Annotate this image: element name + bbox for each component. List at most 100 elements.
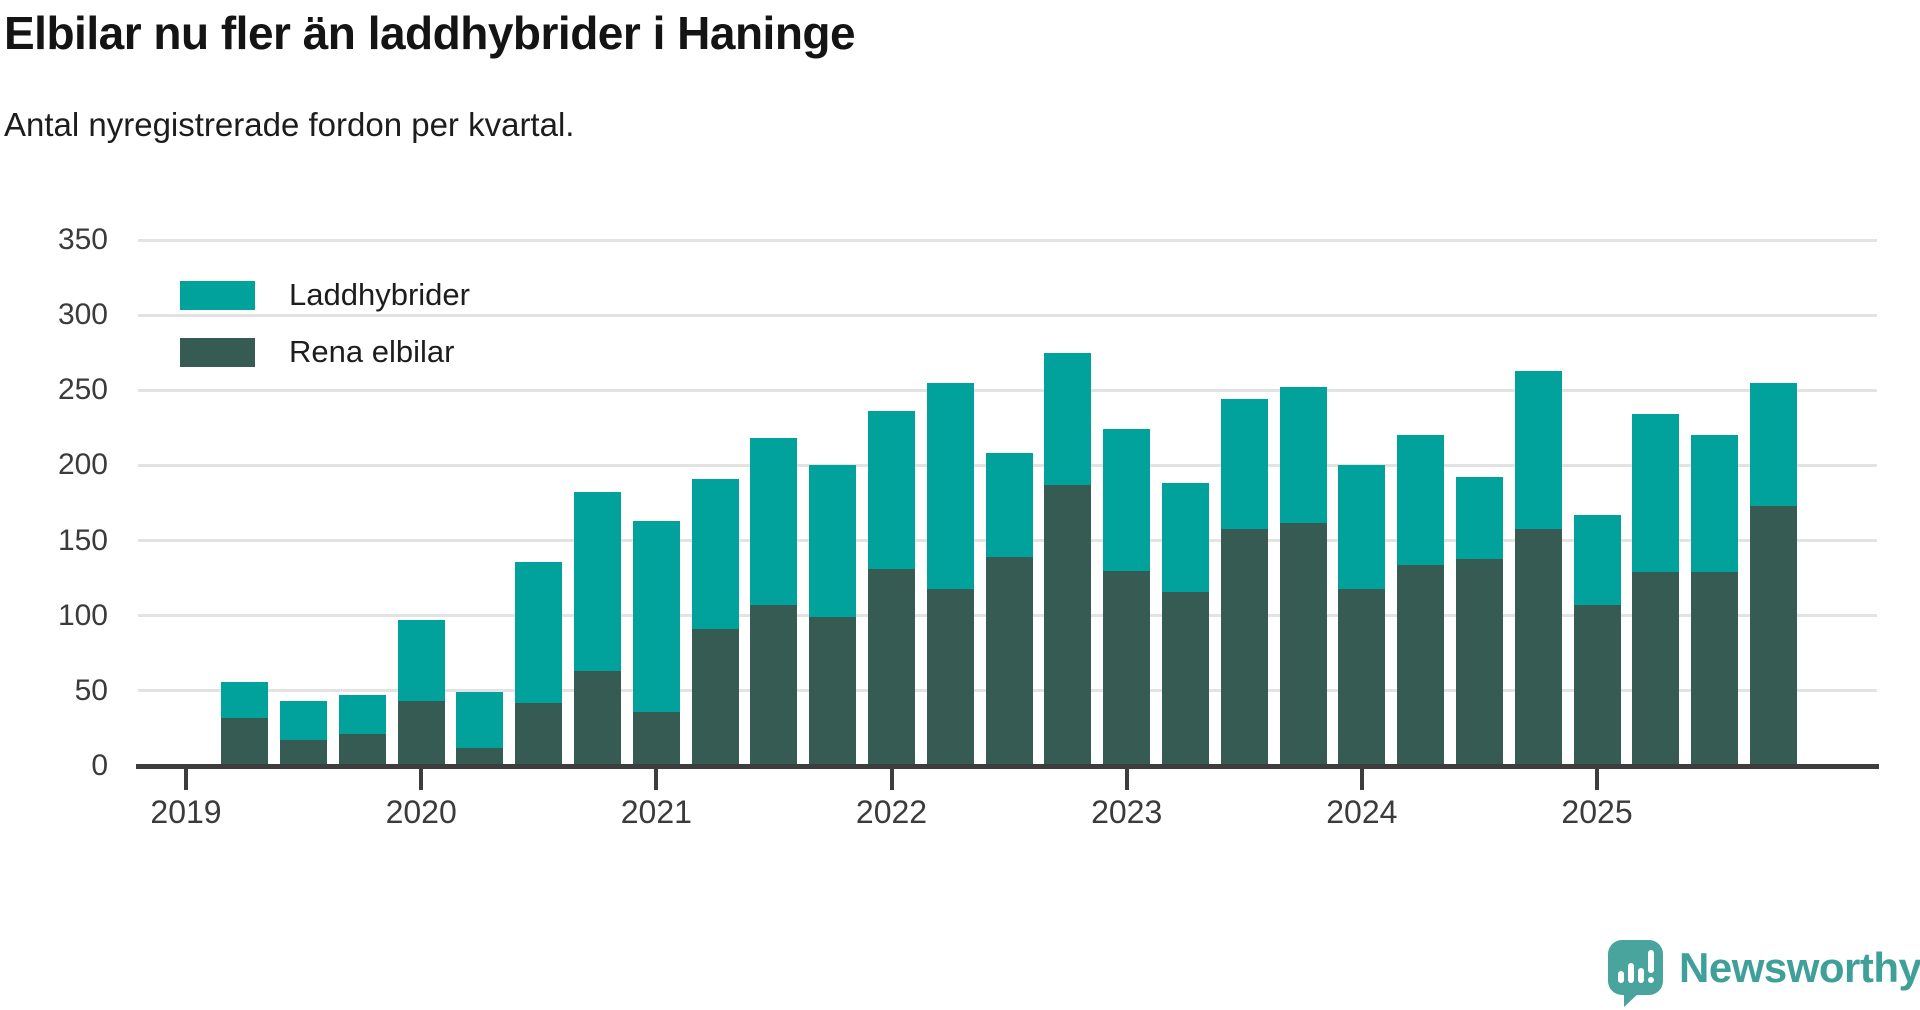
segment-laddhybrider bbox=[1103, 429, 1151, 571]
bar-2021-q4 bbox=[809, 465, 857, 766]
segment-rena-elbilar bbox=[809, 617, 857, 766]
segment-rena-elbilar bbox=[691, 629, 739, 766]
segment-rena-elbilar bbox=[397, 701, 445, 766]
segment-rena-elbilar bbox=[1514, 528, 1562, 766]
x-tick-2020 bbox=[419, 769, 424, 790]
segment-rena-elbilar bbox=[632, 711, 680, 766]
bar-2022-q2 bbox=[926, 382, 974, 766]
bar-2021-q1 bbox=[632, 521, 680, 766]
brand-logo: Newsworthy bbox=[1608, 940, 1920, 1007]
segment-rena-elbilar bbox=[1573, 605, 1621, 766]
segment-laddhybrider bbox=[1044, 352, 1092, 485]
segment-rena-elbilar bbox=[1044, 484, 1092, 766]
segment-rena-elbilar bbox=[1103, 570, 1151, 766]
segment-laddhybrider bbox=[1514, 370, 1562, 529]
bar-2019-q4 bbox=[338, 695, 386, 766]
legend-label-laddhybrider: Laddhybrider bbox=[289, 277, 470, 312]
y-tick-label-200: 200 bbox=[57, 448, 108, 482]
legend-swatch-laddhybrider bbox=[180, 280, 255, 310]
x-tick-2019 bbox=[184, 769, 188, 790]
bar-2025-q3 bbox=[1691, 435, 1739, 766]
bar-2023-q1 bbox=[1103, 429, 1151, 766]
segment-laddhybrider bbox=[1338, 465, 1386, 589]
bar-2025-q4 bbox=[1749, 382, 1797, 766]
segment-laddhybrider bbox=[750, 438, 798, 606]
segment-laddhybrider bbox=[1397, 435, 1445, 565]
bar-2023-q3 bbox=[1220, 399, 1268, 766]
segment-rena-elbilar bbox=[1338, 588, 1386, 766]
bar-2021-q2 bbox=[691, 478, 739, 766]
chart-title: Elbilar nu fler än laddhybrider i Haning… bbox=[4, 7, 856, 59]
bar-2023-q2 bbox=[1161, 483, 1209, 766]
x-tick-label-2025: 2025 bbox=[1561, 794, 1633, 830]
segment-laddhybrider bbox=[809, 465, 857, 618]
legend-item-rena-elbilar: Rena elbilar bbox=[180, 334, 470, 369]
segment-laddhybrider bbox=[868, 411, 915, 570]
bar-2020-q4 bbox=[574, 492, 622, 766]
chart-subtitle: Antal nyregistrerade fordon per kvartal. bbox=[4, 106, 575, 143]
segment-laddhybrider bbox=[1161, 483, 1209, 592]
segment-laddhybrider bbox=[1573, 515, 1621, 606]
segment-laddhybrider bbox=[280, 701, 328, 741]
logo-bar-icon bbox=[1618, 971, 1624, 983]
logo-exclamation-icon bbox=[1648, 950, 1654, 973]
segment-rena-elbilar bbox=[926, 588, 974, 766]
x-tick-label-2022: 2022 bbox=[855, 794, 928, 830]
bar-2024-q2 bbox=[1397, 435, 1445, 766]
gridline-250 bbox=[138, 388, 1877, 392]
x-tick-label-2024: 2024 bbox=[1326, 794, 1398, 830]
segment-rena-elbilar bbox=[985, 557, 1033, 766]
bar-2025-q2 bbox=[1632, 414, 1680, 766]
bar-2022-q3 bbox=[985, 453, 1033, 766]
segment-laddhybrider bbox=[691, 478, 739, 630]
bar-2025-q1 bbox=[1573, 515, 1621, 766]
logo-bar-icon bbox=[1638, 968, 1644, 983]
bar-2024-q4 bbox=[1514, 370, 1562, 766]
segment-laddhybrider bbox=[515, 561, 563, 703]
x-tick-label-2021: 2021 bbox=[620, 794, 692, 830]
y-tick-label-150: 150 bbox=[57, 523, 108, 557]
bar-2019-q2 bbox=[221, 681, 269, 766]
bar-2022-q4 bbox=[1044, 352, 1092, 766]
legend: Laddhybrider Rena elbilar bbox=[180, 277, 470, 394]
segment-laddhybrider bbox=[1749, 382, 1797, 506]
segment-rena-elbilar bbox=[1279, 522, 1327, 766]
bar-2023-q4 bbox=[1279, 387, 1327, 766]
segment-laddhybrider bbox=[397, 620, 445, 702]
gridline-300 bbox=[138, 313, 1877, 317]
logo-bar-icon bbox=[1628, 963, 1634, 983]
x-tick-2021 bbox=[654, 769, 659, 790]
legend-label-rena-elbilar: Rena elbilar bbox=[289, 334, 455, 369]
segment-laddhybrider bbox=[1632, 414, 1680, 573]
brand-name: Newsworthy bbox=[1679, 943, 1920, 991]
x-tick-label-2019: 2019 bbox=[150, 794, 222, 830]
segment-rena-elbilar bbox=[1161, 591, 1209, 766]
x-tick-2024 bbox=[1359, 769, 1364, 790]
bar-2022-q1 bbox=[868, 411, 915, 766]
segment-rena-elbilar bbox=[1691, 572, 1739, 766]
bar-2020-q3 bbox=[515, 561, 563, 766]
x-tick-2025 bbox=[1595, 769, 1600, 790]
x-axis-line bbox=[136, 764, 1879, 769]
segment-laddhybrider bbox=[1455, 477, 1503, 559]
legend-item-laddhybrider: Laddhybrider bbox=[180, 277, 470, 312]
segment-laddhybrider bbox=[221, 681, 269, 718]
segment-laddhybrider bbox=[985, 453, 1033, 558]
y-tick-label-50: 50 bbox=[74, 673, 108, 707]
segment-rena-elbilar bbox=[1397, 564, 1445, 766]
segment-rena-elbilar bbox=[456, 747, 504, 766]
bar-2020-q2 bbox=[456, 692, 504, 766]
segment-rena-elbilar bbox=[1455, 558, 1503, 766]
segment-laddhybrider bbox=[456, 692, 504, 748]
y-tick-label-350: 350 bbox=[57, 223, 108, 256]
segment-rena-elbilar bbox=[868, 569, 915, 766]
segment-laddhybrider bbox=[338, 695, 386, 735]
segment-laddhybrider bbox=[1220, 399, 1268, 529]
segment-rena-elbilar bbox=[280, 740, 328, 766]
x-tick-2023 bbox=[1124, 769, 1129, 790]
bar-2020-q1 bbox=[397, 620, 445, 766]
segment-rena-elbilar bbox=[574, 671, 622, 766]
segment-rena-elbilar bbox=[1220, 528, 1268, 766]
newsworthy-logo-icon bbox=[1608, 940, 1663, 1007]
